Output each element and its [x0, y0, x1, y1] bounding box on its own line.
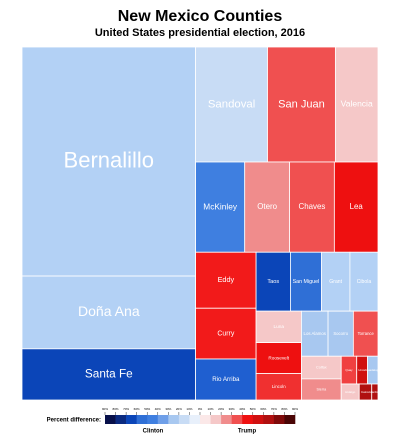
legend-swatch: [157, 415, 169, 424]
cell-label: Curry: [217, 330, 234, 337]
treemap-cell: [371, 383, 379, 401]
legend-tick-label: 70%: [271, 407, 277, 411]
cell-label: Roosevelt: [268, 355, 289, 360]
legend-swatch: [147, 415, 159, 424]
cell-label: Taos: [267, 279, 279, 285]
legend-tick-label: 70%: [123, 407, 129, 411]
cell-label: San Miguel: [293, 279, 320, 285]
cell-label: Chaves: [298, 202, 325, 211]
legend-tick-label: 80%: [113, 407, 119, 411]
legend-swatch: [178, 415, 190, 424]
cell-label: Sandoval: [208, 98, 255, 110]
chart-title: New Mexico Counties: [118, 8, 283, 25]
legend-swatch: [284, 415, 296, 424]
legend-swatch: [136, 415, 148, 424]
legend-swatch: [231, 415, 243, 424]
cell-label: Valencia: [341, 99, 373, 109]
legend-tick-label: 40%: [155, 407, 161, 411]
legend-tick-label: 30%: [165, 407, 171, 411]
treemap-cell: [255, 310, 302, 344]
legend-swatch: [105, 415, 116, 424]
treemap-cell: [244, 161, 290, 253]
treemap-cell: [255, 251, 291, 312]
cell-label: Union: [358, 368, 366, 372]
cell-label: Colfax: [316, 366, 327, 370]
legend-tick-label: 20%: [218, 407, 224, 411]
legend-tick-label: 90%: [292, 407, 298, 411]
legend-swatch: [263, 415, 275, 424]
legend-tick-label: 80%: [281, 407, 287, 411]
cell-label: Torrance: [358, 331, 375, 336]
cell-label: Sierra: [317, 387, 327, 391]
legend-tick-label: 40%: [239, 407, 245, 411]
legend-swatch: [200, 415, 211, 424]
treemap-cell: [352, 310, 379, 357]
cell-label: Cibola: [357, 279, 372, 285]
cell-label: Grant: [329, 279, 342, 285]
legend-tick-label: 30%: [229, 407, 235, 411]
treemap-cell: [267, 46, 336, 163]
treemap-cell: [321, 251, 351, 312]
chart-subtitle: United States presidential election, 201…: [95, 27, 305, 39]
legend-left-label: Clinton: [143, 429, 164, 435]
legend-swatch: [126, 415, 137, 424]
cell-label: Los Alamos: [304, 331, 326, 336]
cell-label: Hidalgo: [345, 390, 356, 394]
treemap-cell: [255, 373, 302, 401]
legend-tick-label: 90%: [102, 407, 108, 411]
legend-swatch: [210, 415, 222, 424]
cell-label: Doña Ana: [78, 303, 140, 319]
treemap-cell: [21, 348, 197, 401]
cell-label: Quay: [345, 368, 353, 372]
legend-swatch: [242, 415, 254, 424]
legend-right-label: Trump: [238, 429, 257, 435]
legend-swatch: [115, 415, 127, 424]
cell-label: Guadalupe: [365, 368, 380, 372]
treemap-cell: [301, 310, 329, 357]
treemap-cell: [327, 310, 354, 357]
legend-title: Percent difference:: [47, 418, 101, 424]
cell-label: Luna: [274, 324, 285, 330]
treemap-cell: [349, 251, 379, 312]
cell-label: Socorro: [333, 331, 348, 336]
cell-label: Eddy: [218, 275, 235, 284]
treemap-cell: [334, 46, 379, 163]
treemap-cell: [255, 342, 302, 374]
treemap-cell: [333, 161, 379, 253]
legend-tick-label: 50%: [250, 407, 256, 411]
treemap-cell: [21, 46, 197, 277]
legend-tick-label: 60%: [134, 407, 140, 411]
legend-tick-label: 0%: [198, 407, 203, 411]
cell-label: Catron: [361, 390, 370, 394]
treemap-cell: [21, 275, 197, 350]
cell-label: McKinley: [203, 201, 238, 211]
treemap-cell: [195, 46, 268, 163]
cell-label: Santa Fe: [85, 368, 133, 381]
cell-label: Lea: [350, 202, 364, 211]
cell-label: Lincoln: [272, 384, 286, 389]
cell-label: Bernalillo: [64, 147, 155, 172]
legend-swatch: [221, 415, 232, 424]
cell-label: Rio Arriba: [212, 376, 240, 383]
cell-label: San Juan: [278, 98, 325, 110]
legend-swatch: [168, 415, 180, 424]
legend-tick-label: 20%: [176, 407, 182, 411]
treemap-cell: [195, 358, 257, 401]
legend-tick-label: 50%: [144, 407, 150, 411]
treemap-cell: [195, 307, 257, 360]
legend-swatch: [189, 415, 201, 424]
legend-tick-label: 10%: [186, 407, 192, 411]
legend-swatch: [252, 415, 264, 424]
legend-tick-label: 60%: [260, 407, 266, 411]
legend-tick-label: 10%: [208, 407, 214, 411]
legend-swatch: [273, 415, 285, 424]
cell-label: Harding: [370, 390, 381, 394]
cell-label: Otero: [257, 202, 277, 211]
